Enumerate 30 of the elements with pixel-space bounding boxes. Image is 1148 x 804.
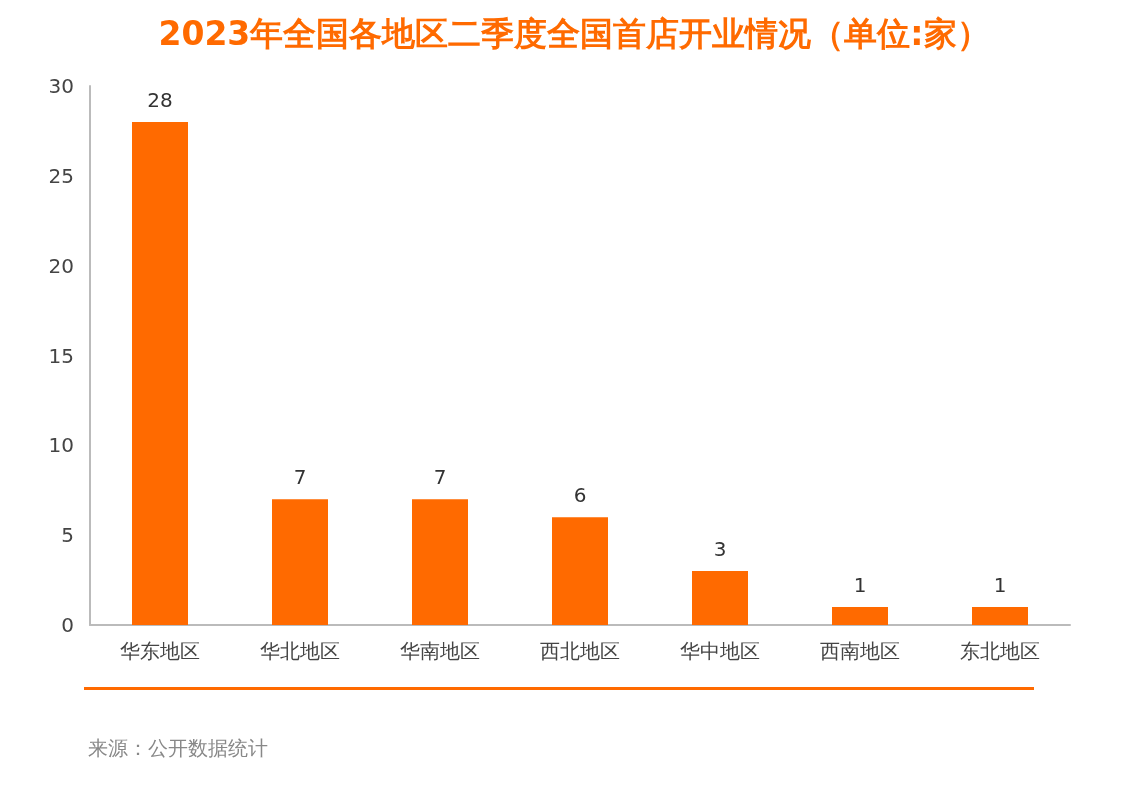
x-tick-label: 西南地区: [820, 639, 900, 663]
y-tick-label: 0: [61, 613, 74, 637]
bar: [832, 607, 888, 625]
x-tick-label: 华东地区: [120, 639, 200, 663]
chart-title: 2023年全国各地区二季度全国首店开业情况（单位:家）: [158, 14, 990, 53]
data-label: 7: [293, 465, 307, 490]
bar: [972, 607, 1028, 625]
x-tick-label: 华北地区: [260, 639, 340, 663]
y-tick-label: 5: [61, 523, 74, 548]
bar: [552, 517, 608, 625]
data-label: 1: [853, 573, 867, 598]
y-tick-label: 20: [48, 253, 74, 278]
data-label: 3: [713, 537, 727, 562]
bar: [132, 121, 188, 625]
y-tick-label: 10: [48, 433, 74, 458]
bar: [412, 499, 468, 625]
x-tick-label: 西北地区: [540, 639, 620, 663]
x-tick-label: 华中地区: [680, 639, 760, 663]
y-tick-label: 15: [48, 343, 74, 368]
x-tick-label: 华南地区: [400, 639, 480, 663]
x-tick-label: 东北地区: [960, 639, 1040, 663]
data-label: 28: [147, 87, 173, 112]
source-note: 来源：公开数据统计: [88, 736, 268, 760]
y-tick-label: 25: [48, 163, 74, 188]
y-tick-label: 30: [48, 74, 74, 98]
data-label: 6: [573, 483, 587, 508]
bar: [272, 499, 328, 625]
data-label: 1: [993, 573, 1007, 598]
data-label: 7: [433, 465, 447, 490]
bar: [692, 571, 748, 625]
